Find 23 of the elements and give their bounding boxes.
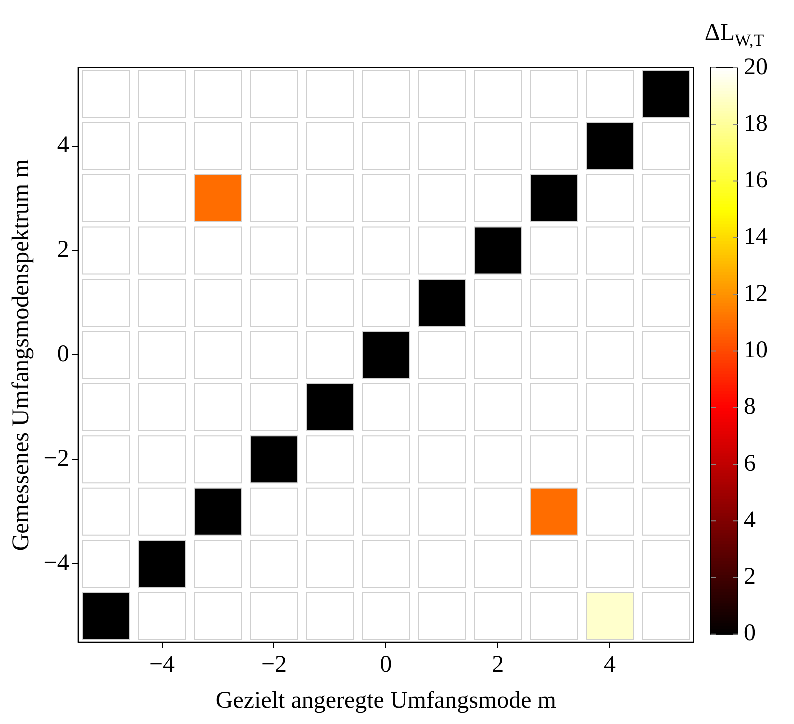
color-bar-label: 14 <box>744 224 768 250</box>
x-axis-title: Gezielt angeregte Umfangsmode m <box>216 688 557 714</box>
y-tick-label: 0 <box>57 341 70 368</box>
color-bar-label: 0 <box>744 620 756 647</box>
y-axis-title: Gemessenes Umfangsmodenspektrum m <box>8 158 35 552</box>
color-bar-label: 8 <box>744 394 756 420</box>
color-bar-label: 6 <box>744 450 756 477</box>
color-bar-label: 10 <box>744 337 768 364</box>
color-bar-label: 20 <box>744 54 768 80</box>
y-tick-label: −4 <box>44 550 70 576</box>
y-tick-label: −2 <box>44 446 70 472</box>
y-tick-label: 2 <box>57 237 70 264</box>
x-tick-label: 0 <box>380 652 392 678</box>
y-tick-label: 4 <box>57 132 70 159</box>
x-tick-label: 4 <box>604 652 616 678</box>
color-bar-label: 2 <box>744 564 756 590</box>
color-bar-label: 12 <box>744 280 768 307</box>
color-bar-label: 18 <box>744 110 768 137</box>
color-bar-label: 4 <box>744 507 756 534</box>
x-tick-label: 2 <box>492 652 504 678</box>
color-bar-label: 16 <box>744 168 768 194</box>
x-tick-label: −2 <box>261 652 287 678</box>
x-tick-label: −4 <box>150 652 176 678</box>
